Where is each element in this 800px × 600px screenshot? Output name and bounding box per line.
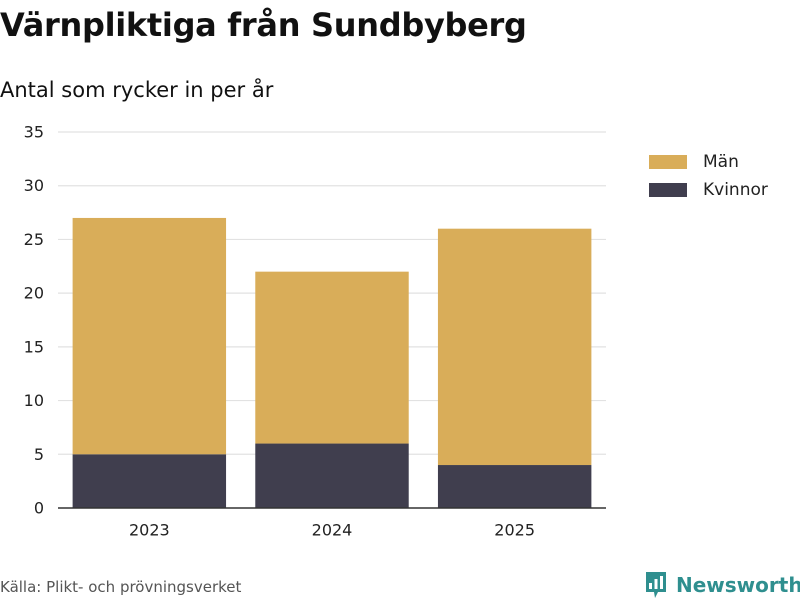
legend-swatch-kvinnor (649, 183, 687, 197)
legend-swatch-man (649, 155, 687, 169)
y-tick-label-0: 0 (34, 499, 44, 518)
chart-title: Värnpliktiga från Sundbyberg (0, 6, 527, 44)
y-tick-label-30: 30 (24, 176, 44, 195)
chart-subtitle: Antal som rycker in per år (0, 78, 274, 102)
source-note: Källa: Plikt- och prövningsverket (0, 578, 242, 596)
y-tick-label-15: 15 (24, 337, 44, 356)
bar-kvinnor-2024 (255, 443, 409, 508)
x-tick-label-2025: 2025 (494, 521, 535, 540)
bar-m-n-2024 (255, 271, 409, 444)
y-tick-label-20: 20 (24, 284, 44, 303)
bar-kvinnor-2025 (437, 465, 592, 508)
brand-logo: Newsworthy (644, 570, 800, 600)
newsworthy-logo-icon (646, 572, 666, 598)
legend-label-kvinnor: Kvinnor (703, 180, 768, 200)
y-tick-label-25: 25 (24, 230, 44, 249)
chart-legend: Män Kvinnor (649, 148, 768, 204)
x-tick-label-2023: 2023 (129, 521, 170, 540)
x-tick-label-2024: 2024 (312, 521, 353, 540)
legend-item-kvinnor: Kvinnor (649, 176, 768, 204)
y-tick-label-5: 5 (34, 445, 44, 464)
bar-kvinnor-2023 (72, 454, 227, 508)
legend-label-man: Män (703, 152, 739, 172)
y-tick-label-35: 35 (24, 123, 44, 142)
brand-name: Newsworthy (676, 573, 800, 597)
bar-m-n-2025 (437, 228, 592, 466)
legend-item-man: Män (649, 148, 768, 176)
bar-m-n-2023 (72, 217, 227, 455)
y-tick-label-10: 10 (24, 391, 44, 410)
